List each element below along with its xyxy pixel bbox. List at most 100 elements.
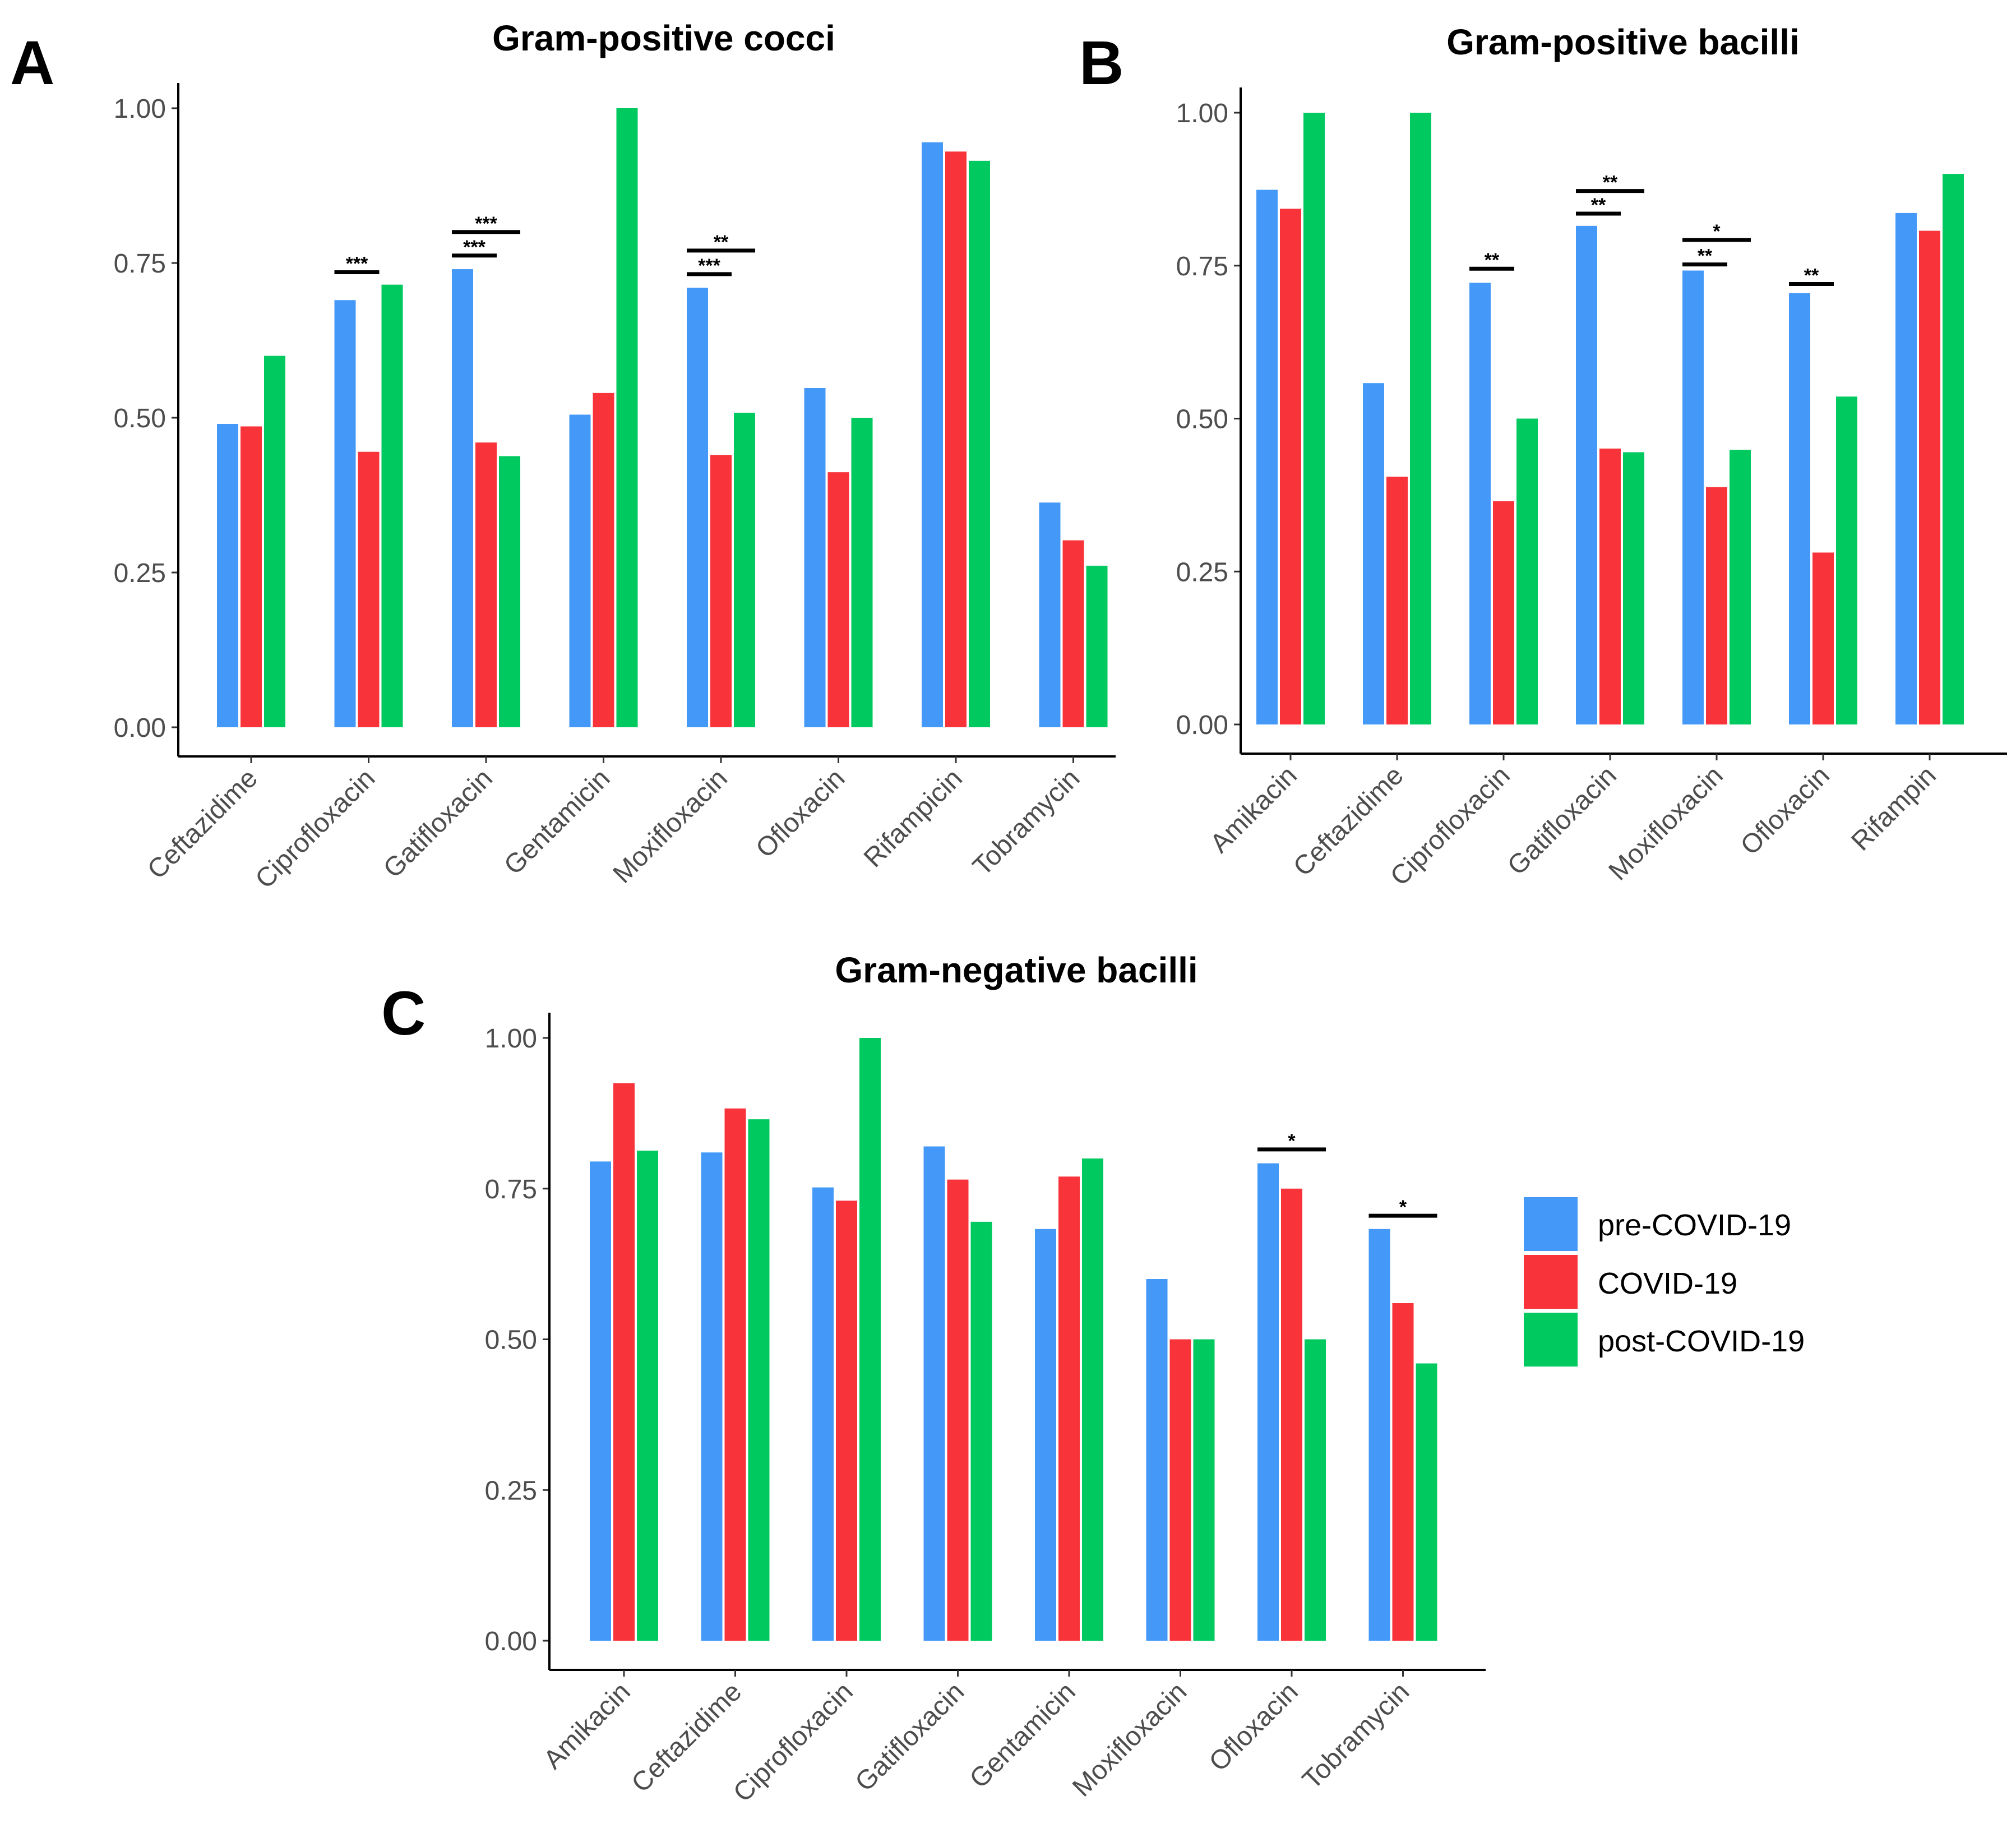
bar-covid-19-moxifloxacin [710,455,732,727]
bar-covid-19-gatifloxacin [947,1179,969,1641]
bar-post-covid-19-gentamicin [1082,1158,1103,1641]
y-tick-label: 0.75 [1176,252,1228,281]
bar-covid-19-ofloxacin [827,472,849,727]
bar-pre-covid-19-moxifloxacin [1146,1279,1168,1641]
significance-label: *** [346,253,368,275]
bar-pre-covid-19-moxifloxacin [687,288,708,727]
significance-label: * [1713,221,1721,242]
bar-post-covid-19-rifampicin [969,160,990,728]
y-tick-label: 0.00 [1176,710,1228,740]
bar-pre-covid-19-ciprofloxacin [1469,283,1491,725]
bar-covid-19-tobramycin [1062,540,1084,727]
category-label-ciprofloxacin: Ciprofloxacin [728,1677,859,1808]
bar-pre-covid-19-moxifloxacin [1682,270,1704,724]
bar-pre-covid-19-gatifloxacin [1576,225,1597,725]
bar-covid-19-tobramycin [1392,1303,1414,1641]
bar-pre-covid-19-amikacin [1256,190,1278,724]
bar-pre-covid-19-ofloxacin [1789,293,1810,724]
y-tick-label: 1.00 [485,1024,537,1054]
bar-post-covid-19-moxifloxacin [1193,1339,1215,1641]
category-label-gentamicin: Gentamicin [498,763,616,880]
legend-swatch-covid [1524,1255,1578,1309]
y-tick-label: 0.50 [1176,405,1228,435]
category-label-rifampin: Rifampin [1846,760,1941,856]
significance-label: ** [1591,195,1606,216]
legend: pre-COVID-19 COVID-19 post-COVID-19 [1524,1197,1805,1367]
chart-title: Gram-positive cocci [492,18,835,58]
category-label-ofloxacin: Ofloxacin [1735,760,1835,861]
category-label-ofloxacin: Ofloxacin [1204,1677,1304,1777]
bar-post-covid-19-gatifloxacin [499,456,520,727]
bar-post-covid-19-ofloxacin [1836,396,1857,724]
bar-covid-19-gatifloxacin [1599,448,1621,724]
bar-covid-19-moxifloxacin [1706,487,1727,724]
bar-pre-covid-19-ceftazidime [217,424,238,727]
bar-covid-19-ciprofloxacin [358,451,380,727]
category-label-ceftazidime: Ceftazidime [142,763,263,885]
bar-pre-covid-19-ciprofloxacin [812,1187,834,1641]
y-tick-label: 0.25 [485,1476,537,1506]
chart-panel-b: B Gram-positive bacilli 0.00 0.25 0.50 0.75 1.… [1079,22,2007,892]
category-label-gatifloxacin: Gatifloxacin [378,763,498,884]
bar-pre-covid-19-ofloxacin [804,388,826,727]
y-tick-label: 0.00 [485,1627,537,1656]
bar-covid-19-ceftazidime [241,426,262,727]
chart-panel-c: C Gram-negative bacilli 0.00 0.25 0.50 0.75 1.… [381,950,1486,1808]
y-tick-label: 0.75 [485,1175,537,1204]
y-tick-label: 0.50 [485,1326,537,1355]
bar-post-covid-19-tobramycin [1416,1363,1437,1641]
category-label-gatifloxacin: Gatifloxacin [849,1677,970,1797]
y-tick-label: 1.00 [1176,99,1228,128]
significance-label: ** [1485,250,1500,271]
bar-pre-covid-19-tobramycin [1039,502,1061,727]
legend-label-covid: COVID-19 [1598,1267,1737,1300]
bar-post-covid-19-amikacin [1303,113,1325,724]
bar-post-covid-19-ciprofloxacin [1516,418,1538,724]
bar-covid-19-rifampicin [945,151,967,727]
bar-pre-covid-19-gentamicin [1035,1229,1056,1641]
y-tick-label: 0.00 [114,713,166,743]
chart-panel-a: A Gram-positive cocci 0.00 0.25 0.50 0.75 1.00… [10,18,1116,894]
significance-label: * [1288,1130,1296,1152]
category-label-gatifloxacin: Gatifloxacin [1502,760,1622,881]
category-label-amikacin: Amikacin [538,1677,636,1775]
significance-label: *** [698,255,720,276]
significance-label: ** [1603,172,1618,193]
panel-letter: C [381,979,426,1048]
bar-covid-19-gentamicin [593,393,614,727]
chart-title: Gram-positive bacilli [1446,22,1800,62]
y-tick-label: 0.25 [1176,557,1228,587]
category-label-amikacin: Amikacin [1205,760,1303,858]
y-tick-label: 0.50 [114,404,166,433]
bar-post-covid-19-ceftazidime [1410,113,1431,724]
bar-covid-19-rifampin [1919,230,1940,724]
bar-post-covid-19-gatifloxacin [970,1221,992,1641]
bar-pre-covid-19-gentamicin [569,414,591,727]
bar-pre-covid-19-gatifloxacin [923,1146,945,1641]
bar-post-covid-19-moxifloxacin [734,413,755,727]
bar-post-covid-19-gatifloxacin [1623,452,1644,724]
significance-label: ** [714,232,729,253]
significance-label: *** [475,213,497,234]
bar-pre-covid-19-ofloxacin [1257,1163,1279,1641]
bar-covid-19-moxifloxacin [1169,1339,1191,1641]
category-label-ofloxacin: Ofloxacin [750,763,850,864]
bar-post-covid-19-ceftazidime [264,356,285,727]
bar-post-covid-19-ciprofloxacin [859,1038,881,1641]
legend-swatch-post-covid [1524,1313,1578,1367]
bar-pre-covid-19-rifampicin [922,142,943,728]
legend-swatch-pre-covid [1524,1197,1578,1251]
bar-covid-19-ofloxacin [1281,1188,1302,1641]
bar-pre-covid-19-ceftazidime [701,1152,723,1641]
chart-title: Gram-negative bacilli [835,950,1197,990]
bar-covid-19-amikacin [1280,209,1301,724]
panel-letter: A [10,29,54,98]
bar-covid-19-gentamicin [1058,1176,1080,1641]
bar-covid-19-gatifloxacin [475,442,497,727]
bar-covid-19-ceftazidime [724,1108,746,1641]
bar-pre-covid-19-amikacin [590,1161,611,1641]
bar-pre-covid-19-ciprofloxacin [334,300,356,727]
category-label-moxifloxacin: Moxifloxacin [1067,1677,1192,1802]
significance-label: ** [1804,265,1819,286]
bar-post-covid-19-amikacin [637,1151,658,1641]
